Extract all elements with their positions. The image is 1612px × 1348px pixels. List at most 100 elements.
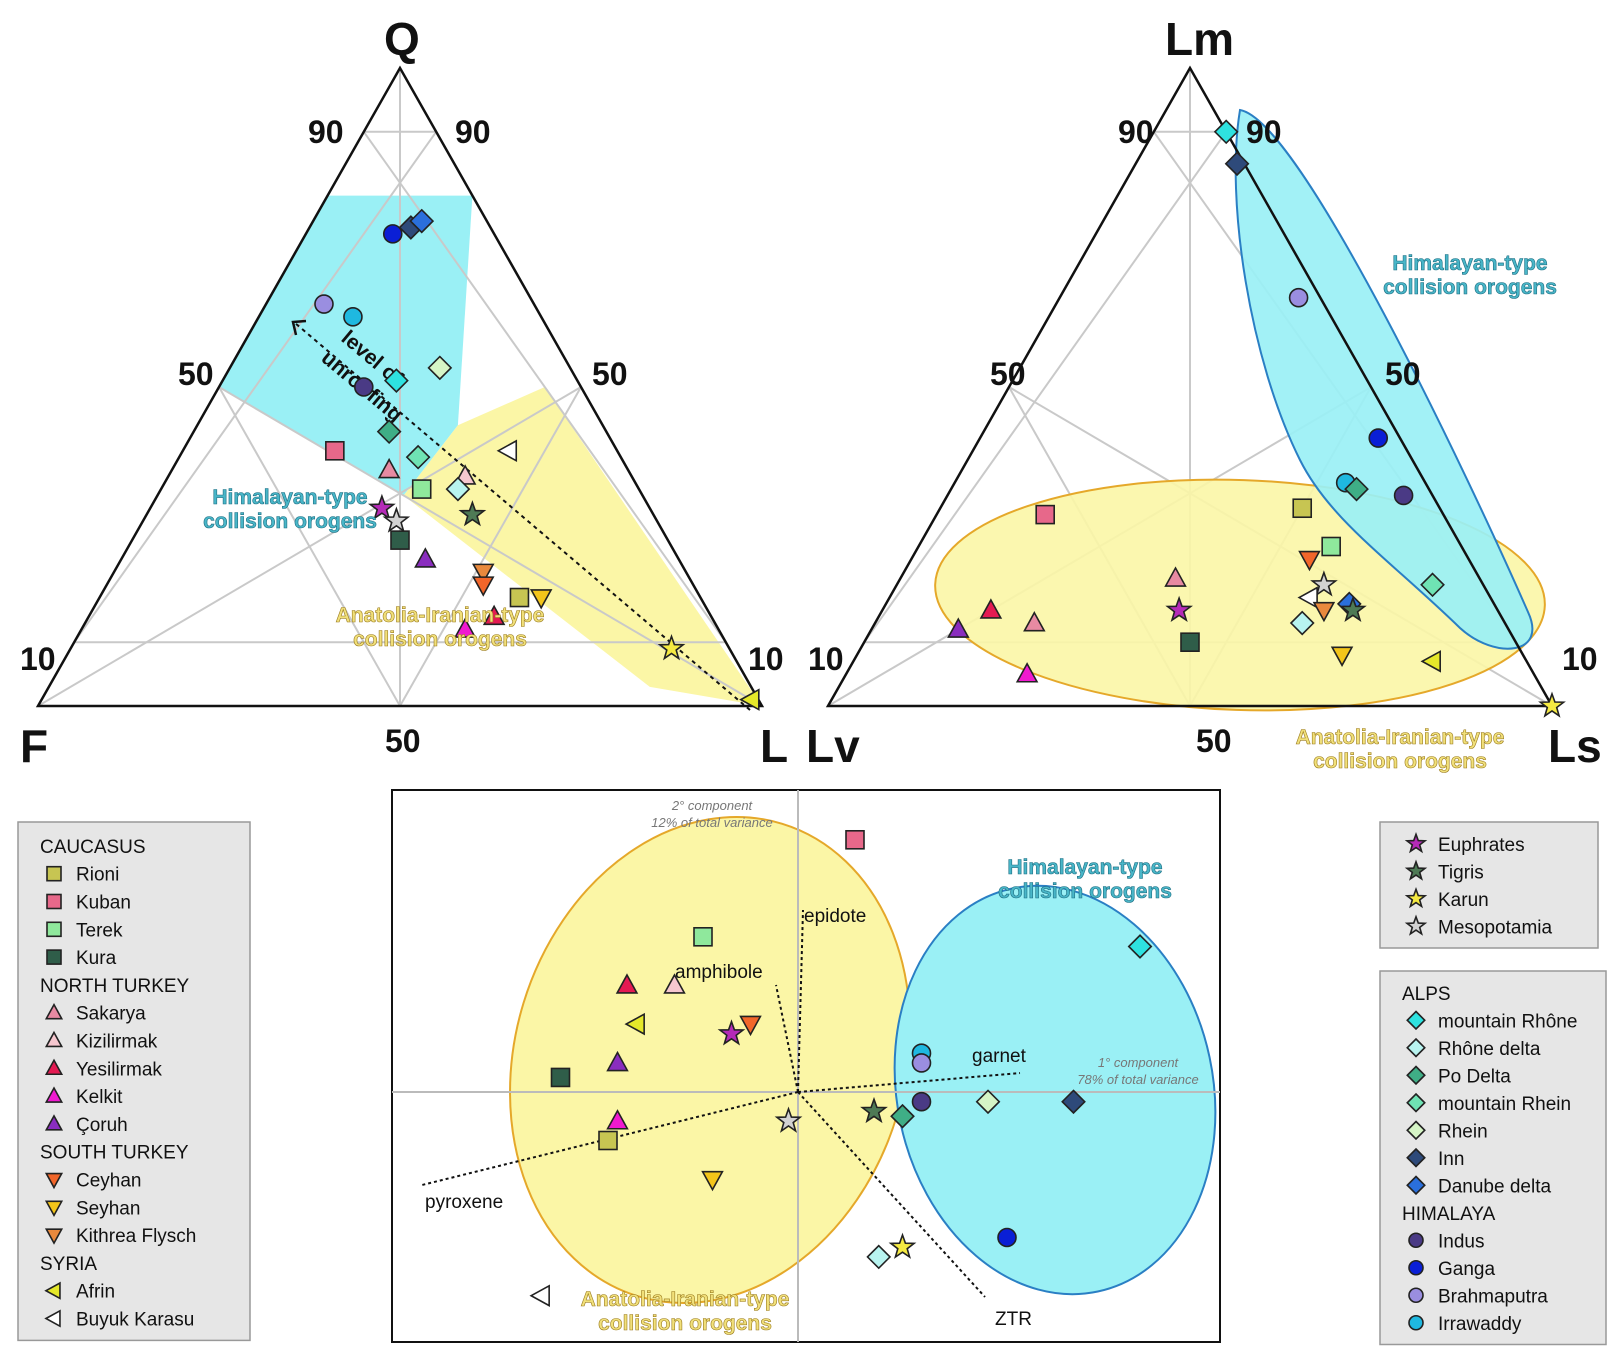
loading-label-amphibole: amphibole	[675, 962, 763, 983]
legend-label-buyuk-karasu: Buyuk Karasu	[76, 1310, 194, 1331]
qfl-himalayan-region	[219, 195, 473, 496]
point-terek	[693, 926, 713, 947]
point-danube-delta	[409, 208, 435, 234]
point-euphrates	[368, 493, 396, 520]
grid-line	[73, 131, 438, 643]
point-karun	[1538, 691, 1566, 718]
point-afrin	[739, 688, 760, 711]
point-terek	[411, 479, 432, 499]
point-po-delta	[890, 1103, 915, 1129]
tick-lm-left-90: 90	[1118, 114, 1154, 150]
point-indus	[911, 1091, 932, 1112]
tick-lm-right-50: 50	[1385, 356, 1421, 392]
pca-ana-label-1: Anatolia-Iranian-type	[581, 1288, 790, 1311]
legend-label-rhein: Rhein	[1438, 1121, 1488, 1142]
point-kura	[1180, 632, 1200, 653]
grid-line	[863, 131, 1228, 643]
tick-lm-left-50: 50	[990, 356, 1026, 392]
ternary-frame	[35, 65, 765, 708]
legend-label-ceyhan: Ceyhan	[76, 1171, 142, 1192]
unroofing-arrowhead	[291, 319, 307, 336]
point-po-delta	[1344, 476, 1369, 502]
point-ganga	[997, 1227, 1017, 1248]
legend-swatch-rhein	[1406, 1120, 1426, 1141]
tick-right-90: 90	[455, 114, 491, 150]
lithic-him-label-1: Himalayan-type	[1392, 252, 1547, 275]
lithic-points	[947, 119, 1566, 718]
vertex-F: F	[20, 720, 48, 772]
loading-label-pyroxene: pyroxene	[425, 1192, 503, 1213]
legend-heading: SYRIA	[40, 1254, 97, 1275]
legend-swatch-po-delta	[1406, 1065, 1426, 1086]
tick-right-50: 50	[592, 356, 628, 392]
legend-label-kura: Kura	[76, 948, 117, 969]
point-yesilirmak	[482, 604, 506, 626]
legend-label-ganga: Ganga	[1438, 1259, 1495, 1280]
point-rhein	[427, 355, 453, 381]
legend-swatch-sakarya	[44, 1002, 64, 1020]
legend-swatch-brahmaputra	[1408, 1287, 1424, 1304]
legend-label-danube-delta: Danube delta	[1438, 1176, 1551, 1197]
tick-left-50: 50	[178, 356, 214, 392]
pca-him-label-1: Himalayan-type	[1007, 856, 1162, 879]
point-afrin	[1420, 650, 1441, 673]
legend-left: CAUCASUS Rioni Kuban Terek Kura NORTH TURKEY S…	[17, 821, 251, 1342]
point-ganga	[1368, 428, 1389, 448]
legend-swatch-afrin	[44, 1281, 61, 1300]
vertex-Q: Q	[384, 13, 420, 65]
qfl-ternary: level of unroofing Q F L 90 90 50 50 10 …	[20, 13, 788, 772]
point-seyhan	[701, 1170, 724, 1192]
legend-swatch-yesilirmak	[44, 1058, 64, 1076]
point-brahmaputra	[911, 1053, 932, 1073]
point-brahmaputra	[1288, 287, 1309, 308]
point-buyuk-karasu	[1297, 586, 1318, 609]
legend-label-irrawaddy: Irrawaddy	[1438, 1314, 1522, 1335]
qfl-ana-label-1: Anatolia-Iranian-type	[336, 604, 545, 627]
point-rhone-delta	[445, 476, 471, 502]
point-rhone-delta	[1289, 610, 1315, 636]
lithic-ternary: Lm Lv Ls 90 90 50 50 10 10 50 Himalayan-…	[806, 13, 1602, 773]
tick-right-10: 10	[748, 641, 784, 677]
pc1-label-2: 78% of total variance	[1077, 1072, 1198, 1087]
tick-lm-bottom-50: 50	[1196, 723, 1232, 759]
pca-points	[529, 829, 1153, 1307]
point-ganga	[382, 224, 403, 244]
legend-label-mesopotamia: Mesopotamia	[1438, 917, 1552, 938]
lithic-him-label-2: collision orogens	[1383, 276, 1557, 299]
tick-lm-left-10: 10	[808, 641, 844, 677]
legend-swatch-mountain-rhone	[1406, 1010, 1426, 1031]
point-kuban	[845, 829, 865, 850]
legend-swatch-kuban	[46, 893, 62, 910]
legend-swatch-irrawaddy	[1408, 1314, 1424, 1331]
qfl-regions	[219, 195, 762, 706]
legend-heading: HIMALAYA	[1402, 1204, 1496, 1225]
point-tigris	[1339, 595, 1367, 623]
legend-label-karun: Karun	[1438, 890, 1489, 911]
point-terek	[1321, 536, 1341, 557]
legend-swatch-buyuk-karasu	[44, 1309, 61, 1328]
point-mountain-rhein	[1420, 572, 1445, 598]
point-mountain-rhone	[1213, 119, 1239, 145]
point-karun	[888, 1232, 917, 1259]
point-inn	[1061, 1089, 1086, 1115]
lithic-regions	[934, 108, 1546, 712]
legend-heading: NORTH TURKEY	[40, 976, 190, 997]
legend-swatch-tigris	[1404, 859, 1428, 881]
point-inn	[1224, 151, 1250, 177]
legend-heading: CAUCASUS	[40, 837, 146, 858]
legend-label-po-delta: Po Delta	[1438, 1066, 1511, 1087]
legend-swatch-coruh	[44, 1114, 64, 1131]
ternary-frame	[825, 65, 1555, 708]
point-sakarya	[377, 457, 401, 479]
point-yesilirmak	[979, 598, 1003, 619]
tick-left-10: 10	[20, 641, 56, 677]
lithic-himalayan-region	[1234, 108, 1534, 650]
legend-swatch-ganga	[1408, 1259, 1424, 1276]
pca-ana-label-2: collision orogens	[598, 1312, 772, 1335]
point-kizilirmak	[663, 973, 686, 994]
point-euphrates	[1165, 595, 1193, 623]
point-kithrea-flysch	[472, 563, 495, 585]
point-po-delta	[376, 419, 402, 445]
legend-swatch-rhone-delta	[1406, 1037, 1426, 1058]
legend-heading: SOUTH TURKEY	[40, 1143, 189, 1164]
